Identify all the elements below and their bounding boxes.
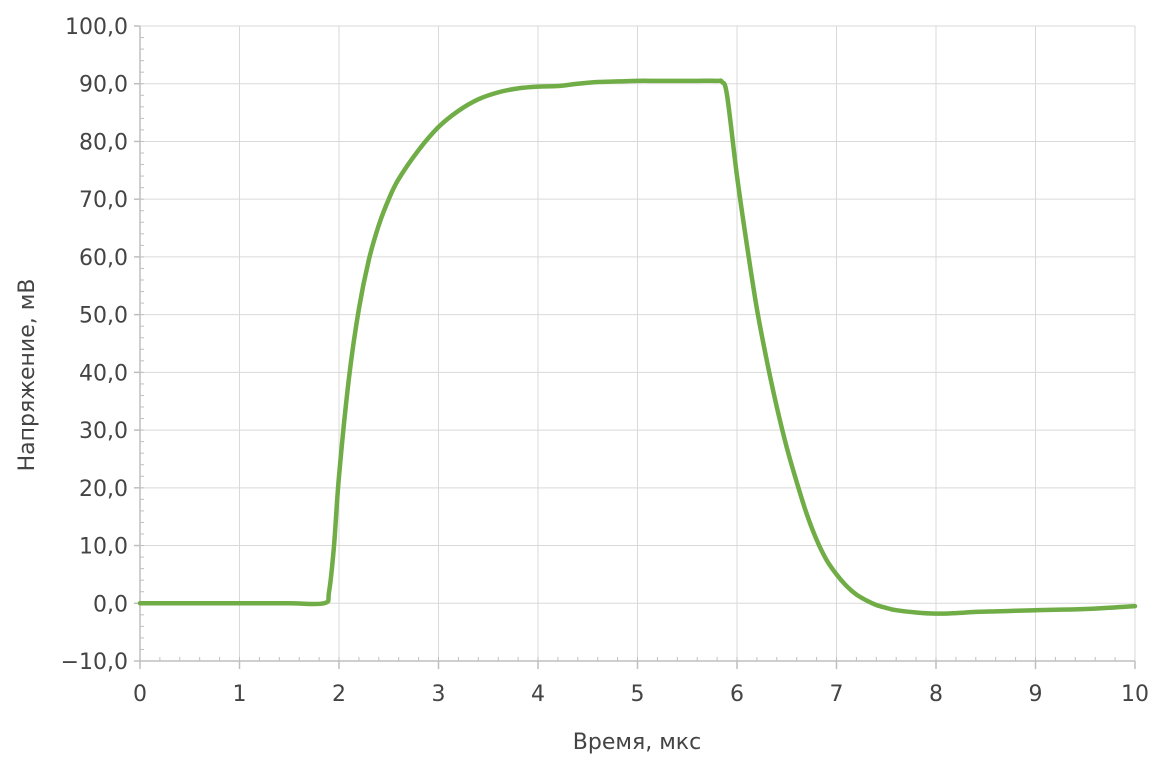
series-line-0 <box>137 78 1138 616</box>
x-tick-label-9: 9 <box>1029 682 1043 707</box>
y-tick-label-7: 60,0 <box>79 246 128 271</box>
x-tick-label-6: 6 <box>730 682 744 707</box>
y-tick-label-4: 30,0 <box>79 419 128 444</box>
y-tick-label-9: 80,0 <box>79 130 128 155</box>
y-tick-label-8: 70,0 <box>79 188 128 213</box>
x-tick-label-3: 3 <box>432 682 446 707</box>
y-tick-label-5: 40,0 <box>79 361 128 386</box>
x-tick-label-2: 2 <box>332 682 346 707</box>
y-tick-label-3: 20,0 <box>79 477 128 502</box>
y-axis-title: Напряжение, мВ <box>15 279 40 472</box>
x-axis-title: Время, мкс <box>573 730 701 755</box>
x-tick-label-5: 5 <box>631 682 645 707</box>
label-layer: 0 1 2 3 4 5 6 7 8 9 10 −10,0 0,0 10,0 20,0 30,0 40,0 50,0… <box>61 15 1149 707</box>
x-tick-label-10: 10 <box>1121 682 1149 707</box>
y-tick-label-0: −10,0 <box>61 650 128 675</box>
y-tick-label-11: 100,0 <box>65 15 128 40</box>
x-tick-label-0: 0 <box>133 682 147 707</box>
y-tick-label-2: 10,0 <box>79 535 128 560</box>
y-tick-label-10: 90,0 <box>79 73 128 98</box>
grid-layer <box>140 25 1136 661</box>
axis-layer <box>134 25 1136 669</box>
y-tick-label-1: 0,0 <box>93 592 128 617</box>
x-tick-label-1: 1 <box>233 682 247 707</box>
x-tick-label-4: 4 <box>531 682 545 707</box>
y-tick-label-6: 50,0 <box>79 304 128 329</box>
x-tick-label-8: 8 <box>929 682 943 707</box>
series-layer <box>137 78 1138 616</box>
x-tick-label-7: 7 <box>830 682 844 707</box>
